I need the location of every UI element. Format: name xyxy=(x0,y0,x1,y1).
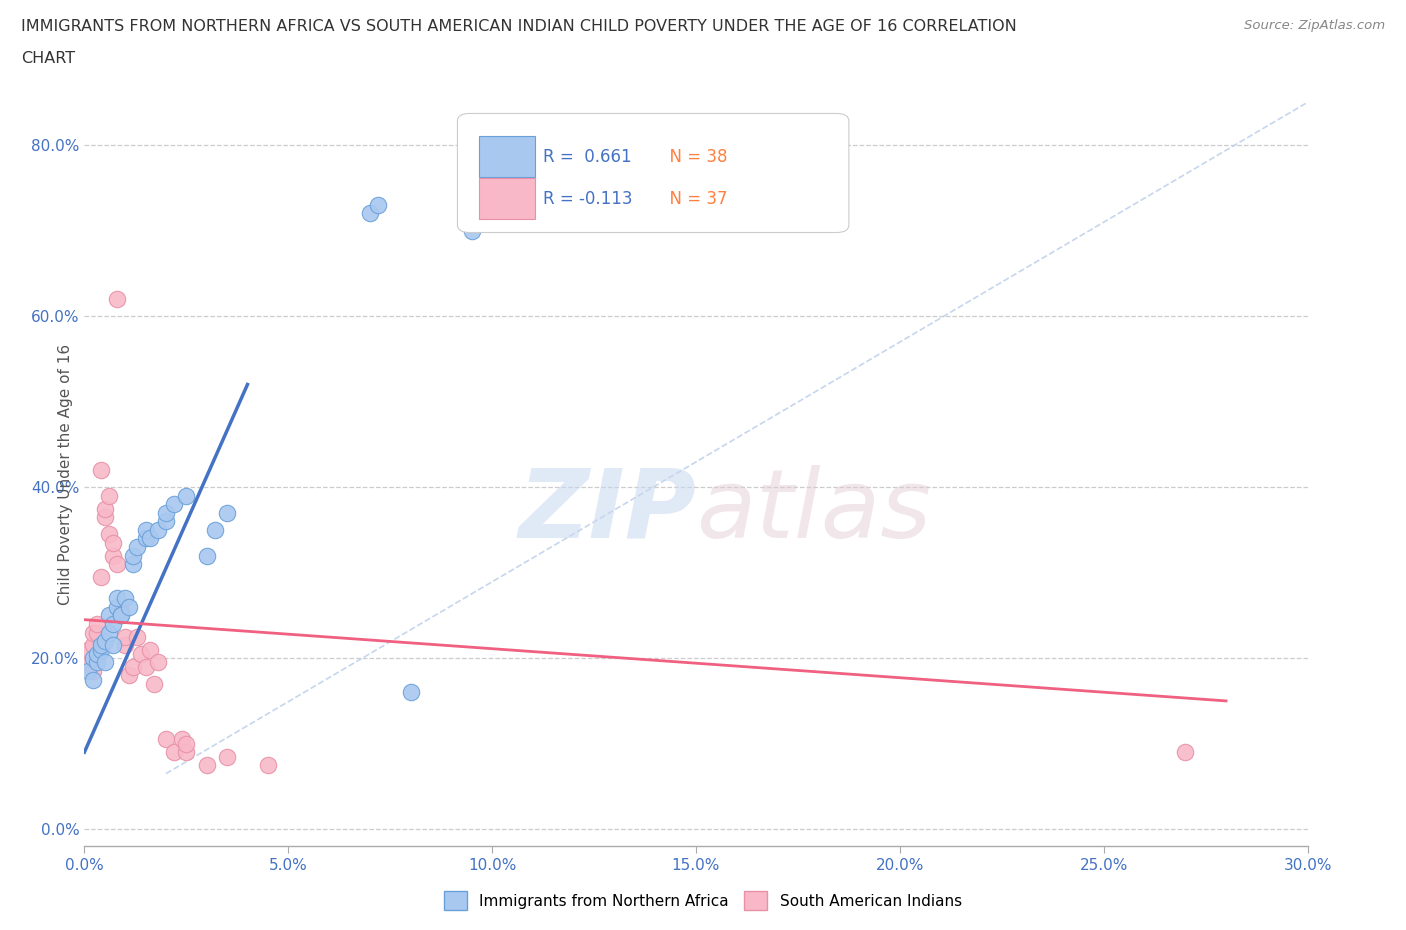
Point xyxy=(77,663,100,678)
FancyBboxPatch shape xyxy=(479,179,534,219)
Point xyxy=(114,630,136,644)
Point xyxy=(195,758,218,773)
Point xyxy=(217,749,239,764)
Text: N = 37: N = 37 xyxy=(659,190,728,208)
Point xyxy=(97,488,120,503)
Point xyxy=(86,625,108,640)
Point xyxy=(97,608,120,623)
Point xyxy=(93,655,115,670)
Point xyxy=(359,206,381,221)
Point xyxy=(122,548,145,563)
Point xyxy=(118,600,141,615)
Point xyxy=(481,215,503,230)
Point xyxy=(82,651,104,666)
Point xyxy=(90,638,112,653)
Point xyxy=(82,663,104,678)
Point xyxy=(367,197,389,212)
Point xyxy=(174,737,197,751)
Point xyxy=(1174,745,1197,760)
Text: N = 38: N = 38 xyxy=(659,148,728,166)
Point xyxy=(155,732,177,747)
Point xyxy=(93,510,115,525)
Text: atlas: atlas xyxy=(696,465,931,558)
Point xyxy=(110,604,132,618)
Point xyxy=(90,462,112,477)
Point xyxy=(142,676,165,691)
Point xyxy=(138,531,160,546)
Point xyxy=(217,505,239,520)
Point xyxy=(163,745,186,760)
Point xyxy=(101,536,124,551)
Point xyxy=(101,617,124,631)
Point xyxy=(97,625,120,640)
Point xyxy=(257,758,280,773)
Point xyxy=(82,672,104,687)
Point xyxy=(195,548,218,563)
Point xyxy=(155,514,177,529)
Point xyxy=(86,617,108,631)
Point xyxy=(146,523,169,538)
Text: ZIP: ZIP xyxy=(517,465,696,558)
Point xyxy=(93,633,115,648)
Point xyxy=(110,608,132,623)
Point xyxy=(399,684,422,699)
Y-axis label: Child Poverty Under the Age of 16: Child Poverty Under the Age of 16 xyxy=(58,344,73,604)
Text: CHART: CHART xyxy=(21,51,75,66)
Legend: Immigrants from Northern Africa, South American Indians: Immigrants from Northern Africa, South A… xyxy=(437,884,969,918)
Point xyxy=(122,659,145,674)
Point xyxy=(82,638,104,653)
Point xyxy=(131,646,153,661)
FancyBboxPatch shape xyxy=(479,136,534,177)
Point xyxy=(146,655,169,670)
Point xyxy=(77,655,100,670)
FancyBboxPatch shape xyxy=(457,113,849,232)
Point xyxy=(105,291,128,306)
Point xyxy=(135,659,157,674)
Point xyxy=(163,497,186,512)
Point xyxy=(82,625,104,640)
Point xyxy=(86,646,108,661)
Point xyxy=(127,630,149,644)
Point xyxy=(101,638,124,653)
Point xyxy=(114,591,136,605)
Text: R =  0.661: R = 0.661 xyxy=(543,148,631,166)
Point xyxy=(105,591,128,605)
Point xyxy=(90,643,112,658)
Point xyxy=(122,557,145,572)
Point xyxy=(114,638,136,653)
Point xyxy=(127,539,149,554)
Point xyxy=(77,643,100,658)
Point xyxy=(118,668,141,683)
Point xyxy=(155,505,177,520)
Text: R = -0.113: R = -0.113 xyxy=(543,190,633,208)
Point xyxy=(105,557,128,572)
Point xyxy=(172,732,194,747)
Point xyxy=(174,745,197,760)
Point xyxy=(93,501,115,516)
Point xyxy=(97,526,120,541)
Text: IMMIGRANTS FROM NORTHERN AFRICA VS SOUTH AMERICAN INDIAN CHILD POVERTY UNDER THE: IMMIGRANTS FROM NORTHERN AFRICA VS SOUTH… xyxy=(21,19,1017,33)
Point xyxy=(174,488,197,503)
Point xyxy=(110,608,132,623)
Point xyxy=(461,223,484,238)
Point xyxy=(105,600,128,615)
Point xyxy=(135,531,157,546)
Point xyxy=(204,523,226,538)
Point xyxy=(138,643,160,658)
Text: Source: ZipAtlas.com: Source: ZipAtlas.com xyxy=(1244,19,1385,32)
Point xyxy=(90,569,112,584)
Point xyxy=(135,523,157,538)
Point xyxy=(86,655,108,670)
Point xyxy=(101,548,124,563)
